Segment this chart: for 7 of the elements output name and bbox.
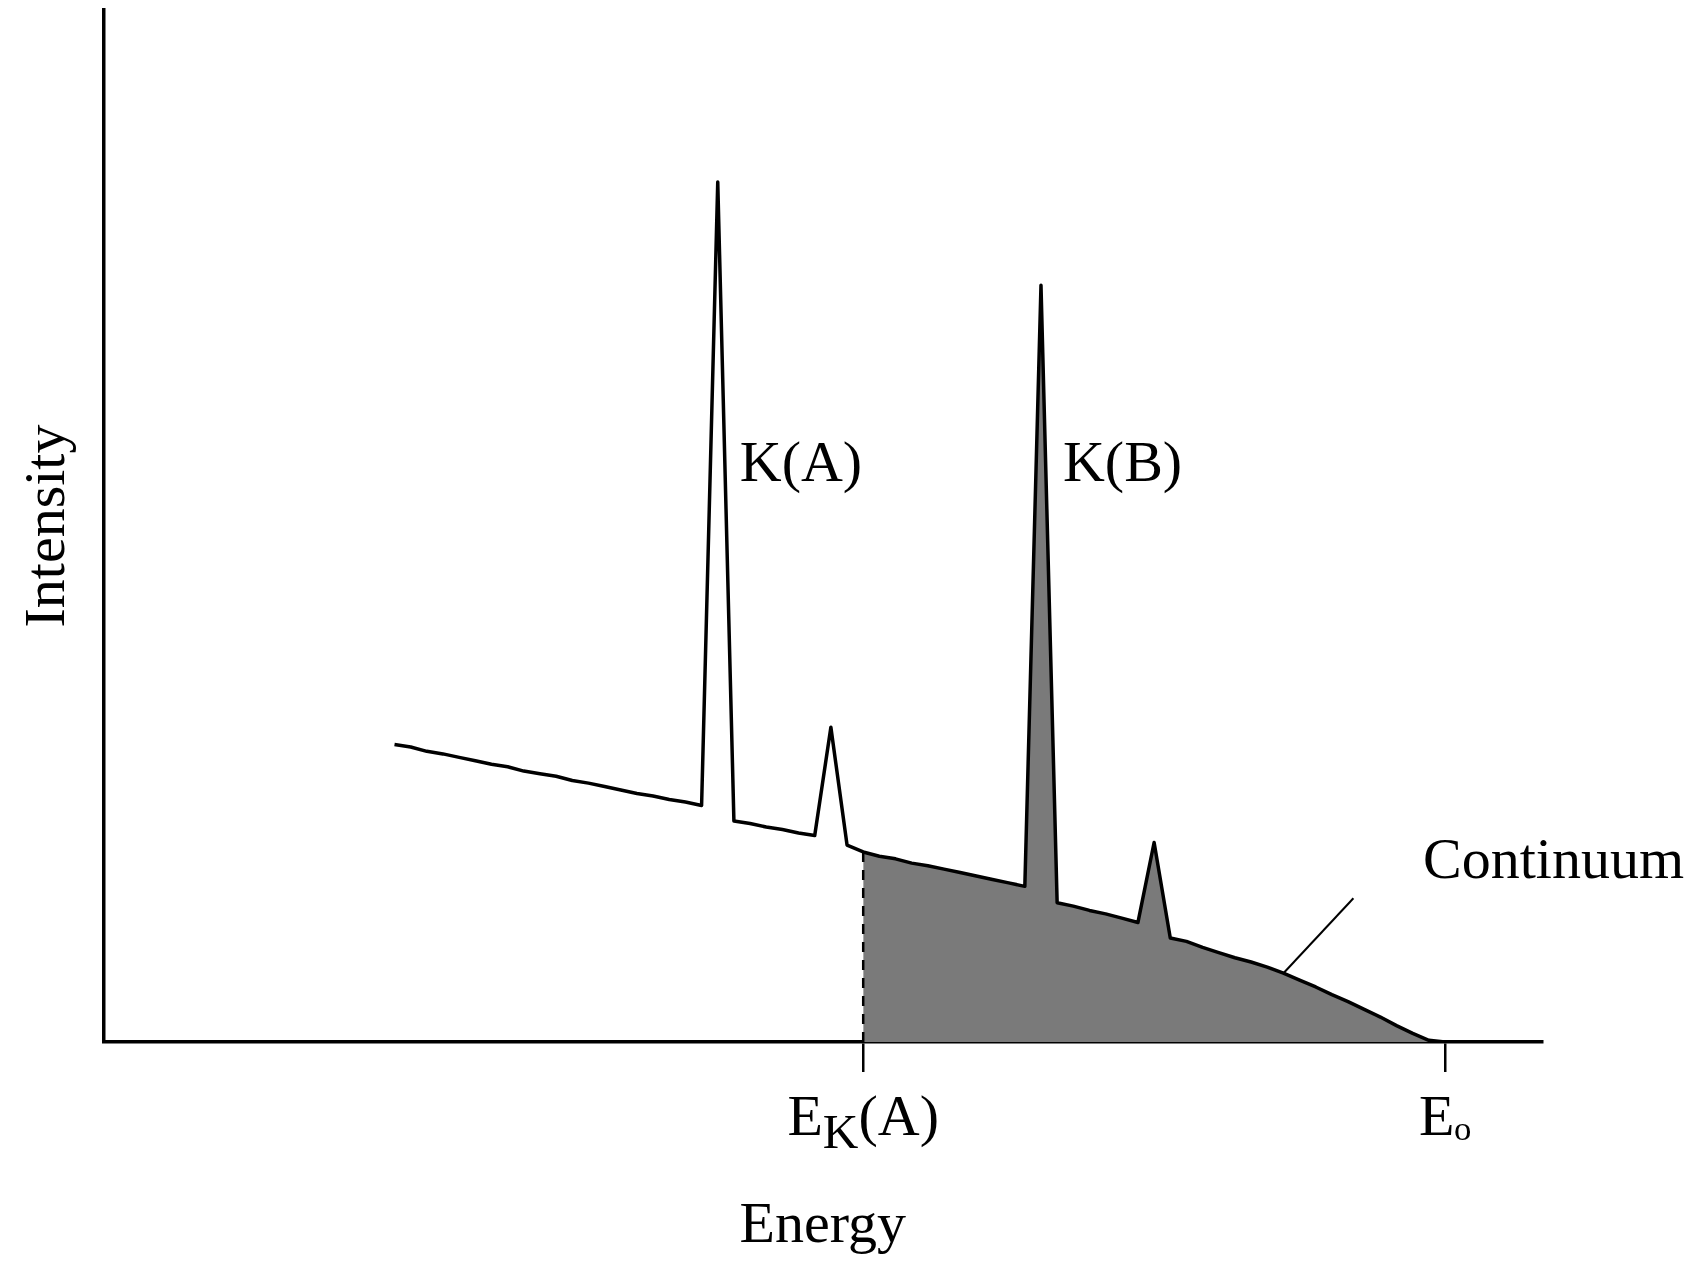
annotation: K(B) [1062,429,1183,495]
x-tick-label: E$_{K}$(A) [787,1083,939,1159]
y-axis-title: Intensity [12,424,78,628]
x-axis-title: Energy [739,1190,907,1256]
x-tick-label: Eₒ [1418,1083,1472,1148]
annotation: K(A) [739,429,863,495]
annotation: Continuum [1422,826,1684,892]
